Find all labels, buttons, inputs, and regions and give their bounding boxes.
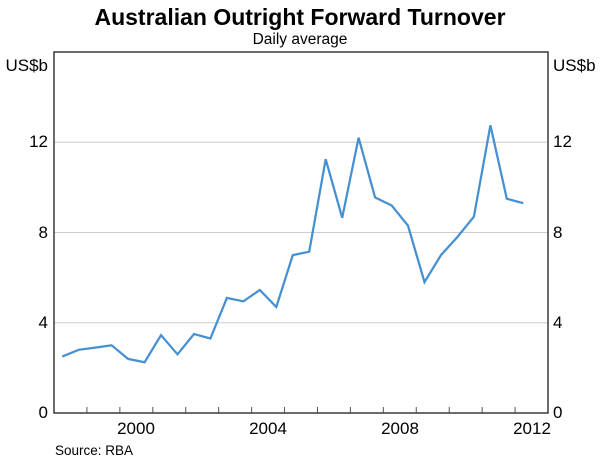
y-tick-label-left: 0 bbox=[38, 403, 48, 422]
x-tick-label: 2008 bbox=[381, 419, 419, 438]
plot-frame bbox=[53, 51, 549, 414]
y-axis-unit-right: US$b bbox=[553, 56, 596, 75]
x-tick-label: 2000 bbox=[117, 419, 155, 438]
y-axis-unit-left: US$b bbox=[5, 56, 48, 75]
x-tick-label: 2004 bbox=[249, 419, 287, 438]
x-tick-label: 2012 bbox=[513, 419, 551, 438]
chart-subtitle: Daily average bbox=[252, 31, 348, 48]
y-tick-label-right: 12 bbox=[553, 132, 572, 151]
y-tick-label-right: 8 bbox=[553, 223, 563, 242]
series-line bbox=[61, 125, 524, 364]
y-tick-label-right: 4 bbox=[553, 313, 563, 332]
y-tick-label-right: 0 bbox=[553, 403, 563, 422]
chart-title: Australian Outright Forward Turnover bbox=[94, 4, 506, 30]
y-tick-label-left: 8 bbox=[38, 223, 48, 242]
y-tick-label-left: 4 bbox=[38, 313, 48, 332]
y-tick-label-left: 12 bbox=[29, 132, 48, 151]
source-note: Source: RBA bbox=[55, 443, 134, 458]
